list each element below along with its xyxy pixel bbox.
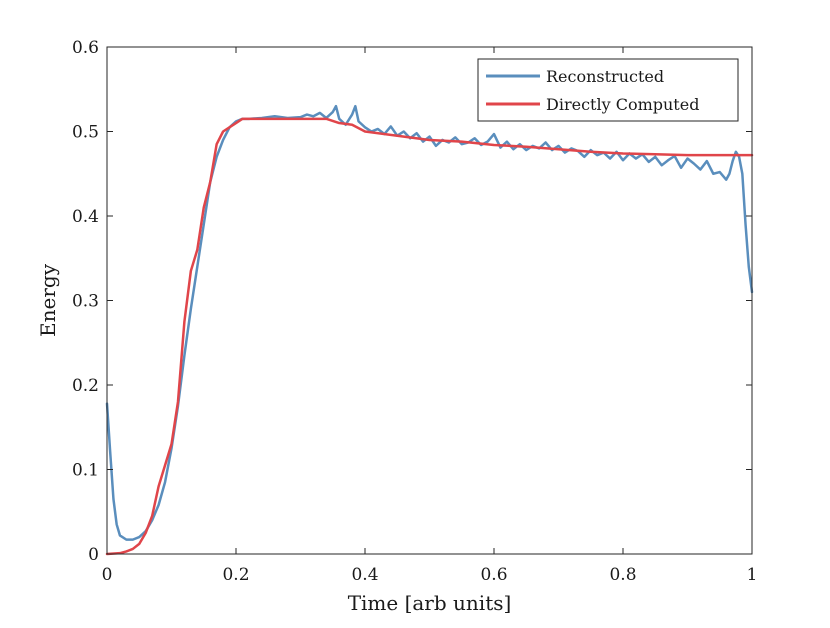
- legend-box: [477, 58, 739, 122]
- x-tick-label: 0: [102, 565, 113, 585]
- x-tick-label: 0.2: [222, 565, 249, 585]
- x-tick-label: 0.4: [351, 565, 378, 585]
- series-line-directly-computed: [105, 117, 754, 556]
- y-tick-label: 0: [88, 545, 99, 565]
- plot-frame: [106, 46, 753, 555]
- legend-label-reconstructed: Reconstructed: [546, 67, 664, 86]
- legend-label-directly-computed: Directly Computed: [546, 95, 699, 114]
- y-tick-label: 0.1: [72, 461, 99, 481]
- y-tick-label: 0.6: [72, 38, 99, 58]
- x-axis-label: Time [arb units]: [348, 591, 512, 615]
- x-tick-label: 0.8: [609, 565, 636, 585]
- y-tick-label: 0.2: [72, 376, 99, 396]
- x-tick-label: 0.6: [480, 565, 507, 585]
- y-tick-label: 0.3: [72, 292, 99, 312]
- y-tick-label: 0.5: [72, 123, 99, 143]
- x-tick-label: 1: [747, 565, 758, 585]
- ticks-layer: 0 0.2 0.4 0.6 0.8 1 0 0.1 0.2 0.3 0.4 0.5 0.6: [72, 38, 757, 585]
- plot-area: [107, 47, 752, 554]
- y-tick-label: 0.4: [72, 207, 99, 227]
- series-layer: [105, 104, 754, 556]
- legend: Reconstructed Directly Computed: [477, 58, 739, 122]
- y-axis-label: Energy: [36, 263, 60, 337]
